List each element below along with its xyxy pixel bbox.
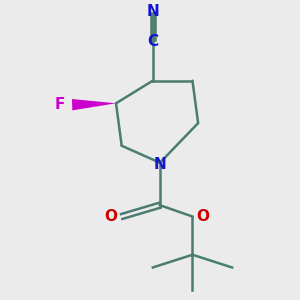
Text: F: F	[55, 97, 65, 112]
Text: O: O	[104, 209, 117, 224]
Polygon shape	[72, 99, 116, 110]
Text: C: C	[147, 34, 158, 49]
Text: O: O	[197, 209, 210, 224]
Text: N: N	[146, 4, 159, 19]
Text: N: N	[154, 157, 166, 172]
